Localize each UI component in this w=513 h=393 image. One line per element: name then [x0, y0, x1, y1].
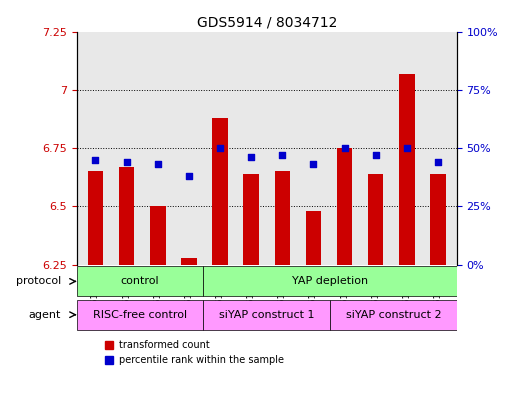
Text: YAP depletion: YAP depletion — [292, 276, 368, 286]
FancyBboxPatch shape — [77, 300, 204, 330]
Bar — [212, 118, 228, 265]
Point — [91, 157, 100, 163]
FancyBboxPatch shape — [204, 266, 457, 296]
FancyBboxPatch shape — [77, 266, 204, 296]
Bar — [243, 174, 259, 265]
Bar — [274, 171, 290, 265]
Text: agent: agent — [29, 310, 61, 320]
Point — [371, 152, 380, 158]
Point — [434, 159, 442, 165]
Text: siYAP construct 1: siYAP construct 1 — [219, 310, 314, 320]
Bar — [119, 167, 134, 265]
Text: control: control — [121, 276, 160, 286]
FancyBboxPatch shape — [204, 300, 330, 330]
Bar — [306, 211, 321, 265]
Point — [278, 152, 286, 158]
Point — [154, 161, 162, 167]
Bar — [88, 171, 103, 265]
Bar — [399, 73, 415, 265]
Text: protocol: protocol — [16, 276, 61, 286]
Point — [403, 145, 411, 151]
Bar — [181, 258, 196, 265]
Bar — [150, 206, 166, 265]
Point — [341, 145, 349, 151]
Text: RISC-free control: RISC-free control — [93, 310, 187, 320]
Point — [216, 145, 224, 151]
Text: siYAP construct 2: siYAP construct 2 — [346, 310, 441, 320]
Title: GDS5914 / 8034712: GDS5914 / 8034712 — [196, 15, 337, 29]
FancyBboxPatch shape — [330, 300, 457, 330]
Bar — [430, 174, 446, 265]
Point — [123, 159, 131, 165]
Point — [185, 173, 193, 179]
Point — [309, 161, 318, 167]
Legend: transformed count, percentile rank within the sample: transformed count, percentile rank withi… — [101, 336, 288, 369]
Bar — [368, 174, 384, 265]
Bar — [337, 148, 352, 265]
Point — [247, 154, 255, 161]
